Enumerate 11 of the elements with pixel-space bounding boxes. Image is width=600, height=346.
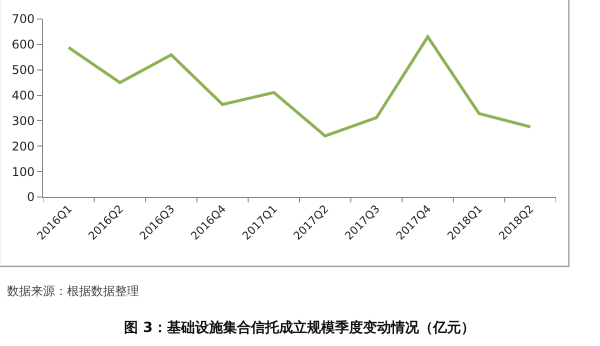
y-tick-label: 0	[26, 190, 35, 204]
y-tick-label: 500	[12, 63, 35, 78]
line-series	[67, 35, 532, 138]
text: 图 3：基础设施集合信托成立规模季度变动情况（亿元）	[124, 318, 475, 336]
y-tick-label: 300	[12, 114, 35, 128]
y-tick-label: 600	[12, 38, 35, 52]
y-tick-label: 400	[12, 88, 35, 102]
y-tick-label: 100	[12, 164, 35, 179]
source-note: 数据来源：根据数据整理	[7, 284, 139, 298]
y-tick-label: 200	[12, 139, 35, 154]
y-tick-label: 700	[12, 12, 35, 26]
